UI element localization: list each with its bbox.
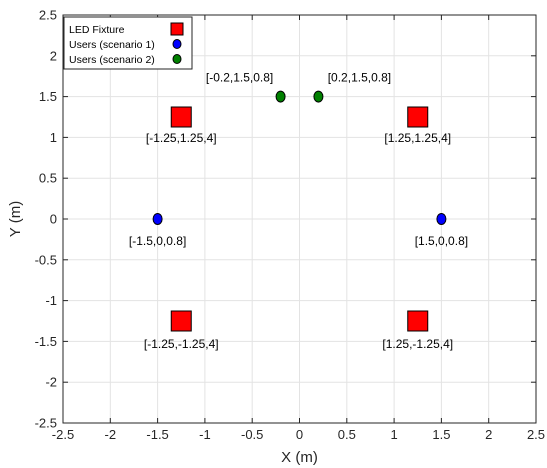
legend-circle-marker: [172, 54, 182, 64]
y-tick-label: 0: [50, 212, 57, 227]
user-scenario-2-marker: [313, 90, 324, 103]
x-tick-label: -1: [199, 427, 211, 442]
point-annotation: [1.25,1.25,4]: [384, 131, 451, 145]
point-annotation: [1.5,0,0.8]: [415, 234, 468, 248]
y-tick-label: 2: [50, 48, 57, 63]
x-tick-label: -2.5: [52, 427, 74, 442]
y-tick-label: -0.5: [35, 252, 57, 267]
led-fixture-marker: [170, 310, 192, 332]
legend-circle-marker: [172, 39, 182, 49]
led-fixture-marker: [407, 310, 429, 332]
y-tick-label: -1.5: [35, 334, 57, 349]
point-annotation: [0.2,1.5,0.8]: [328, 71, 391, 85]
point-annotation: [-1.25,1.25,4]: [146, 131, 217, 145]
y-tick-label: -2: [45, 375, 57, 390]
x-axis-label: X (m): [281, 449, 318, 466]
x-tick-label: 1.5: [432, 427, 450, 442]
x-tick-label: 2.5: [527, 427, 545, 442]
y-tick-label: -2.5: [35, 416, 57, 431]
point-annotation: [-1.5,0,0.8]: [129, 234, 186, 248]
axis-ticks: -2.5 -2 -1.5 -1 -0.5 0 0.5 1 1.5 2 2.5 -2.5 -2 -1.5 -1…: [35, 8, 545, 443]
data-labels: [-1.25,1.25,4] [1.25,1.25,4] [-1.25,-1.25,…: [129, 71, 468, 351]
x-tick-label: -2: [105, 427, 117, 442]
user-scenario-1-marker: [152, 213, 163, 225]
point-annotation: [1.25,-1.25,4]: [382, 337, 453, 351]
led-fixture-marker: [170, 106, 192, 128]
legend-entry-label: Users (scenario 1): [69, 39, 155, 51]
y-tick-label: -1: [45, 293, 57, 308]
point-annotation: [-0.2,1.5,0.8]: [206, 71, 273, 85]
user-scenario-1-marker: [436, 213, 447, 225]
x-tick-label: 0.5: [338, 427, 356, 442]
legend-entry-label: Users (scenario 2): [69, 54, 155, 66]
x-tick-label: 2: [485, 427, 492, 442]
user-scenario-2-marker: [275, 90, 286, 103]
y-tick-label: 2.5: [39, 8, 57, 23]
y-tick-label: 0.5: [39, 171, 57, 186]
y-tick-label: 1: [50, 130, 57, 145]
y-axis-label: Y (m): [7, 201, 24, 237]
data-marks: [152, 90, 447, 332]
led-fixture-marker: [407, 106, 429, 128]
point-annotation: [-1.25,-1.25,4]: [144, 337, 219, 351]
x-tick-label: -0.5: [241, 427, 263, 442]
legend-entry-label: LED Fixture: [69, 24, 125, 36]
legend-square-marker: [170, 22, 184, 36]
legend: LED Fixture Users (scenario 1) Users (scen…: [63, 16, 193, 70]
x-tick-label: 0: [296, 427, 303, 442]
x-tick-label: 1: [390, 427, 397, 442]
y-tick-label: 1.5: [39, 89, 57, 104]
x-tick-label: -1.5: [146, 427, 168, 442]
